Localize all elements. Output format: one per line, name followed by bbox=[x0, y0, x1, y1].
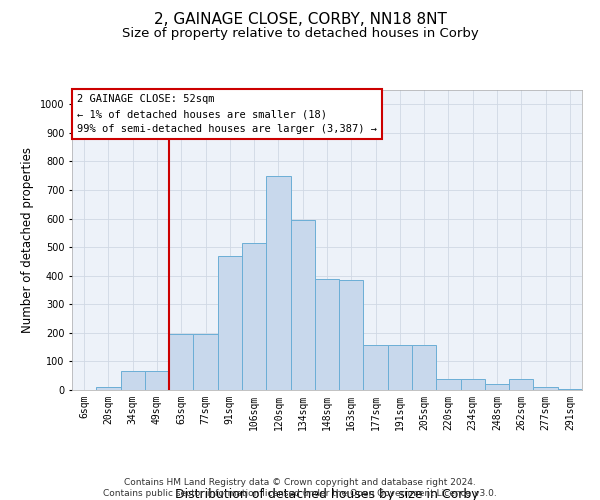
Bar bbox=[218, 256, 242, 390]
Bar bbox=[388, 345, 412, 390]
Bar bbox=[145, 372, 169, 390]
Bar bbox=[96, 387, 121, 390]
Text: Contains HM Land Registry data © Crown copyright and database right 2024.
Contai: Contains HM Land Registry data © Crown c… bbox=[103, 478, 497, 498]
Bar bbox=[193, 334, 218, 390]
Bar bbox=[485, 384, 509, 390]
Bar bbox=[169, 334, 193, 390]
Bar bbox=[436, 380, 461, 390]
Bar bbox=[364, 345, 388, 390]
Bar bbox=[558, 389, 582, 390]
Bar bbox=[121, 372, 145, 390]
Bar bbox=[509, 378, 533, 390]
Text: 2, GAINAGE CLOSE, CORBY, NN18 8NT: 2, GAINAGE CLOSE, CORBY, NN18 8NT bbox=[154, 12, 446, 28]
Bar bbox=[266, 176, 290, 390]
Y-axis label: Number of detached properties: Number of detached properties bbox=[22, 147, 34, 333]
Bar bbox=[339, 280, 364, 390]
Bar bbox=[533, 387, 558, 390]
Text: 2 GAINAGE CLOSE: 52sqm
← 1% of detached houses are smaller (18)
99% of semi-deta: 2 GAINAGE CLOSE: 52sqm ← 1% of detached … bbox=[77, 94, 377, 134]
Text: Size of property relative to detached houses in Corby: Size of property relative to detached ho… bbox=[122, 28, 478, 40]
X-axis label: Distribution of detached houses by size in Corby: Distribution of detached houses by size … bbox=[175, 488, 479, 500]
Bar bbox=[461, 380, 485, 390]
Bar bbox=[315, 278, 339, 390]
Bar bbox=[242, 243, 266, 390]
Bar bbox=[290, 220, 315, 390]
Bar bbox=[412, 345, 436, 390]
